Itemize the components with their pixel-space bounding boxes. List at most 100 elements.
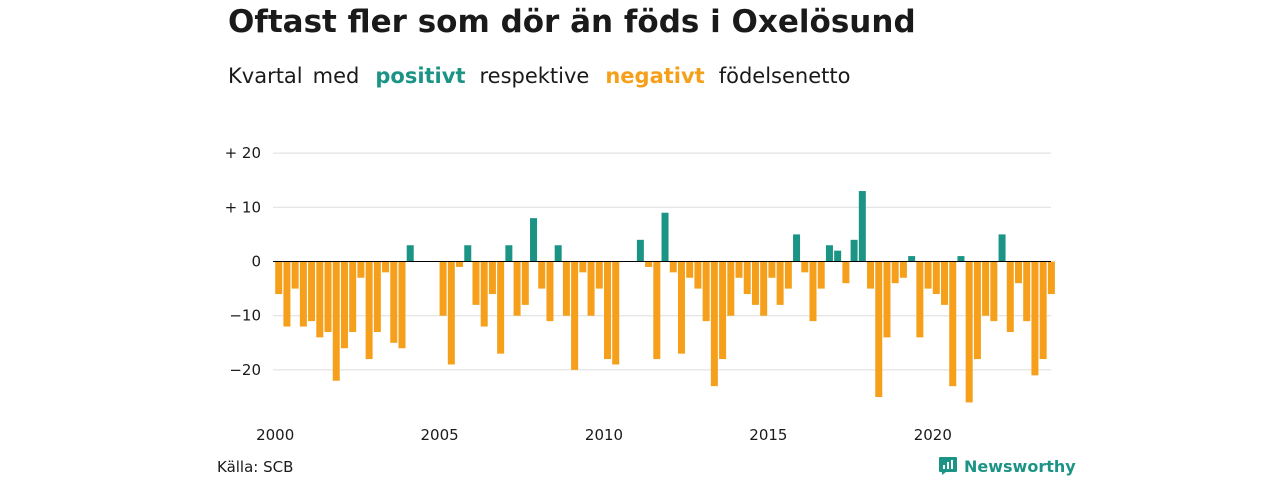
bar bbox=[908, 256, 916, 262]
bar bbox=[719, 261, 727, 360]
bar bbox=[349, 261, 357, 332]
bar bbox=[439, 261, 447, 316]
bar bbox=[998, 234, 1006, 262]
bar bbox=[1023, 261, 1031, 322]
bar bbox=[677, 261, 685, 354]
bar bbox=[316, 261, 324, 338]
bar bbox=[612, 261, 620, 365]
bar bbox=[1015, 261, 1022, 284]
bar bbox=[390, 261, 398, 343]
bar bbox=[554, 245, 562, 262]
bar bbox=[809, 261, 817, 322]
bar bbox=[546, 261, 554, 322]
y-tick-label: 0 bbox=[251, 253, 261, 271]
bar bbox=[982, 261, 990, 316]
bar bbox=[727, 261, 735, 316]
bar bbox=[710, 261, 718, 387]
bar bbox=[406, 245, 414, 262]
bar bbox=[513, 261, 521, 316]
bar bbox=[743, 261, 751, 295]
x-tick-label: 2020 bbox=[914, 426, 952, 444]
bar bbox=[571, 261, 579, 370]
bar bbox=[1031, 261, 1039, 376]
subtitle-text-3: respektive bbox=[479, 64, 590, 88]
bar bbox=[801, 261, 809, 273]
source-note: Källa: SCB bbox=[217, 458, 294, 476]
bar bbox=[784, 261, 792, 289]
bar bbox=[941, 261, 949, 305]
bar bbox=[373, 261, 381, 332]
x-tick-label: 2010 bbox=[585, 426, 623, 444]
y-tick-label: + 20 bbox=[225, 144, 261, 162]
bar bbox=[365, 261, 373, 360]
bar bbox=[735, 261, 743, 278]
bar bbox=[1039, 261, 1047, 360]
bar bbox=[538, 261, 546, 289]
bar bbox=[464, 245, 472, 262]
bar bbox=[291, 261, 299, 289]
bar bbox=[604, 261, 611, 360]
y-tick-label: −10 bbox=[229, 307, 261, 325]
brand-name: Newsworthy bbox=[964, 456, 1076, 476]
bar bbox=[751, 261, 759, 305]
bar bbox=[283, 261, 291, 327]
x-tick-label: 2005 bbox=[421, 426, 459, 444]
bar bbox=[456, 261, 464, 267]
bar bbox=[357, 261, 365, 278]
bar bbox=[636, 239, 644, 262]
bar bbox=[587, 261, 595, 316]
bar bbox=[834, 250, 842, 262]
bar bbox=[530, 218, 538, 262]
bar bbox=[916, 261, 924, 338]
bar bbox=[760, 261, 768, 316]
bar bbox=[694, 261, 702, 289]
bar bbox=[488, 261, 496, 295]
bar bbox=[793, 234, 801, 262]
y-tick-label: + 10 bbox=[225, 198, 261, 216]
brand-logo: Newsworthy bbox=[938, 456, 1076, 476]
bar bbox=[817, 261, 825, 289]
bar bbox=[899, 261, 907, 278]
bar bbox=[1006, 261, 1014, 332]
bar bbox=[398, 261, 406, 349]
bar bbox=[924, 261, 932, 289]
bar bbox=[340, 261, 348, 349]
subtitle-text-4: födelsenetto bbox=[718, 64, 851, 88]
bar bbox=[702, 261, 710, 322]
subtitle-negative: negativt bbox=[605, 64, 705, 88]
bar bbox=[768, 261, 776, 278]
bar bbox=[891, 261, 899, 284]
bar bbox=[579, 261, 587, 273]
bar bbox=[669, 261, 677, 273]
bar bbox=[308, 261, 316, 322]
bar bbox=[562, 261, 570, 316]
subtitle-text-2: med bbox=[312, 64, 360, 88]
bar bbox=[661, 212, 669, 262]
bar bbox=[332, 261, 340, 381]
subtitle-text-1: Kvartal bbox=[228, 64, 303, 88]
chart-subtitle: Kvartal med positivt respektive negativt föde… bbox=[228, 64, 860, 88]
x-tick-label: 2000 bbox=[256, 426, 294, 444]
bar bbox=[324, 261, 332, 332]
bar bbox=[858, 191, 866, 262]
bar bbox=[883, 261, 891, 338]
bar bbox=[932, 261, 940, 295]
bar bbox=[990, 261, 998, 322]
bar bbox=[965, 261, 973, 403]
bar bbox=[825, 245, 833, 262]
bar bbox=[1047, 261, 1055, 295]
bar bbox=[867, 261, 875, 289]
chart-title: Oftast fler som dör än föds i Oxelösund bbox=[228, 4, 916, 40]
newsworthy-logo-icon bbox=[939, 457, 957, 475]
bar bbox=[686, 261, 694, 278]
bar bbox=[472, 261, 480, 305]
bar bbox=[299, 261, 307, 327]
bar bbox=[850, 239, 858, 262]
bar bbox=[957, 256, 965, 262]
bar bbox=[875, 261, 883, 397]
bar bbox=[497, 261, 505, 354]
bar bbox=[842, 261, 850, 284]
bar bbox=[653, 261, 661, 360]
bar bbox=[480, 261, 488, 327]
